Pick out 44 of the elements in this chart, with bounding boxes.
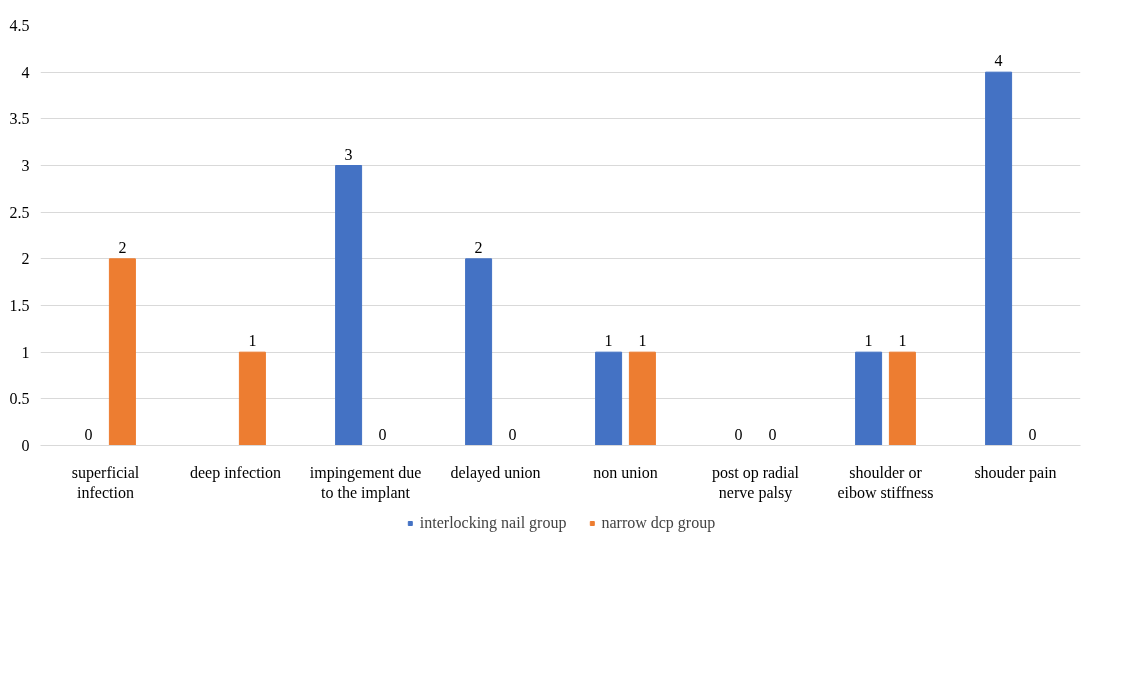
y-tick-label: 1 [21, 343, 30, 361]
y-tick-label: 2 [21, 250, 30, 268]
data-label: 2 [474, 238, 483, 256]
x-tick-label: superficial infection [71, 463, 140, 501]
x-tick-label: non union [593, 463, 658, 481]
x-tick-label: shoulder or eibow stiffness [837, 463, 934, 501]
y-tick-label: 3.5 [9, 110, 30, 128]
data-label: 2 [118, 238, 127, 256]
y-tick-label: 1.5 [9, 297, 30, 314]
x-tick-label: delayed union [450, 463, 541, 482]
x-tick-label: impingement due to the implant [309, 463, 422, 502]
data-label: 0 [84, 425, 93, 443]
data-label: 4 [994, 52, 1003, 70]
data-label: 1 [864, 332, 873, 350]
x-tick-label: post op radial nerve palsy [711, 463, 800, 502]
bar [238, 351, 266, 446]
bar [108, 258, 136, 446]
data-label: 0 [768, 425, 777, 443]
y-tick-label: 4.5 [9, 17, 30, 34]
data-label: 0 [1028, 425, 1037, 443]
y-tick-label: 0.5 [9, 390, 30, 408]
y-tick-label: 2.5 [9, 203, 30, 221]
x-tick-label: shouder pain [974, 463, 1057, 482]
data-label: 0 [378, 425, 387, 443]
x-tick-label: deep infection [189, 463, 282, 482]
y-tick-label: 0 [21, 437, 30, 454]
legend-label: narrow dcp group [601, 514, 716, 532]
data-label: 1 [898, 332, 907, 350]
y-tick-label: 4 [21, 63, 30, 81]
bar [985, 71, 1013, 446]
bar [855, 351, 883, 446]
bar [628, 351, 656, 446]
y-tick-label: 3 [21, 157, 30, 174]
legend-label: interlocking nail group [419, 514, 567, 532]
bar [595, 351, 623, 446]
data-label: 1 [248, 332, 257, 350]
data-label: 0 [508, 425, 517, 443]
data-label: 1 [604, 332, 613, 350]
bar [465, 258, 493, 446]
data-label: 0 [734, 425, 743, 443]
bar [888, 351, 916, 446]
bar [335, 165, 363, 446]
data-label: 3 [344, 145, 353, 163]
data-label: 1 [638, 332, 647, 350]
